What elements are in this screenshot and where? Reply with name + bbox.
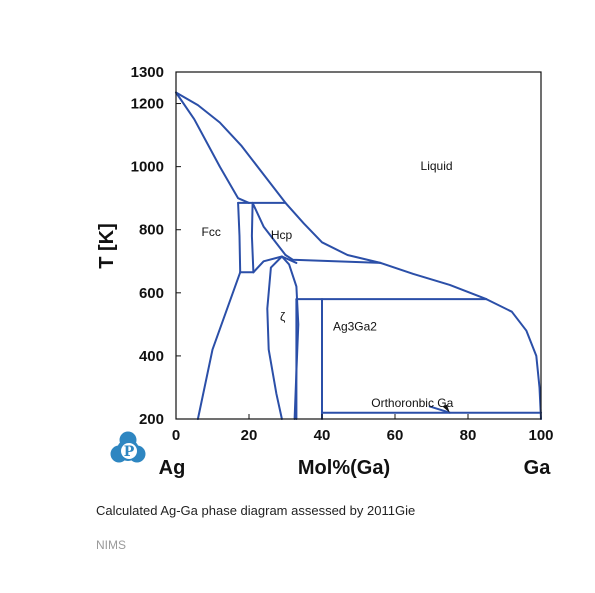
x-tick-label: 60 — [387, 427, 404, 444]
region-label: Hcp — [271, 228, 293, 242]
region-label: ζ — [280, 310, 286, 324]
y-tick-label: 800 — [139, 222, 164, 239]
phase-boundary-7 — [196, 271, 242, 420]
plot-frame — [175, 71, 542, 420]
x-tick-label: 100 — [528, 427, 553, 444]
phase-boundary-6 — [237, 201, 242, 274]
x-axis-end-label-left: Ag — [159, 457, 186, 479]
nims-p-logo-icon: P — [110, 431, 146, 463]
phase-boundary-13 — [266, 255, 283, 420]
footer-source: NIMS — [96, 538, 126, 552]
x-tick-label: 40 — [314, 427, 331, 444]
phase-boundary-19 — [428, 405, 451, 414]
x-tick-label: 80 — [460, 427, 477, 444]
phase-boundary-lines — [175, 91, 542, 420]
y-tick-label: 400 — [139, 348, 164, 365]
y-tick-label: 1200 — [131, 96, 164, 113]
phase-boundary-12 — [252, 255, 298, 274]
x-axis-title: Mol%(Ga) — [298, 457, 390, 479]
y-tick-label: 1300 — [131, 64, 164, 81]
y-axis-title: T [K] — [96, 223, 118, 269]
region-label: Ag3Ga2 — [333, 320, 377, 334]
caption-text: Calculated Ag-Ga phase diagram assessed … — [96, 503, 367, 518]
phase-boundary-2 — [175, 91, 382, 264]
y-tick-label: 200 — [139, 411, 164, 428]
phase-boundary-3 — [379, 261, 488, 301]
figure-caption: Calculated Ag-Ga phase diagram assessed … — [96, 503, 415, 518]
phase-boundary-11 — [284, 254, 382, 264]
region-label: Orthoronbic Ga — [371, 396, 453, 410]
caption-reference-link[interactable]: 2011Gie — [367, 503, 416, 518]
y-tick-label: 600 — [139, 285, 164, 302]
phase-boundary-10 — [251, 201, 287, 256]
region-label: Fcc — [202, 225, 221, 239]
region-labels: Liquid Fcc Hcp ζ Ag3Ga2 Orthoronbic Ga — [202, 159, 454, 410]
pointer-arrowhead — [442, 404, 450, 413]
x-axis-end-label-right: Ga — [524, 457, 552, 479]
phase-boundary-4 — [485, 298, 542, 420]
x-tick-label: 20 — [241, 427, 258, 444]
axis-ticks: 0 20 40 60 80 100 200 400 600 800 1000 1200 1300 — [131, 64, 554, 444]
logo-letter: P — [124, 444, 135, 460]
y-tick-label: 1000 — [131, 159, 164, 176]
phase-boundary-9 — [250, 201, 255, 274]
region-label: Liquid — [421, 159, 453, 173]
phase-boundary-1 — [175, 91, 250, 204]
x-tick-label: 0 — [172, 427, 180, 444]
